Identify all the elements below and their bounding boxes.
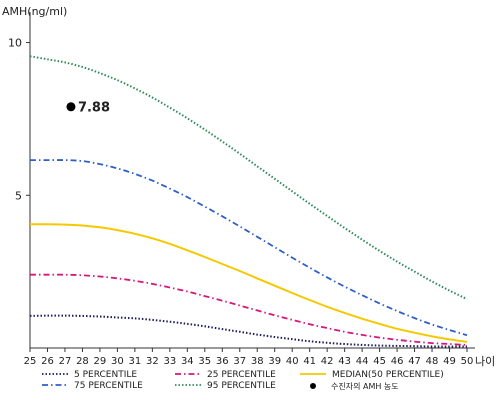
x-tick-label: 47 [408, 356, 421, 367]
x-tick-label: 38 [251, 356, 264, 367]
x-tick-label: 28 [76, 356, 89, 367]
legend-label: 75 PERCENTILE [74, 381, 143, 391]
x-tick-label: 31 [129, 356, 142, 367]
x-tick-label: 42 [321, 356, 334, 367]
legend-point-label: 수진자의 AMH 농도 [331, 381, 399, 391]
x-tick-label: 44 [356, 356, 369, 367]
x-tick-label: 34 [181, 356, 194, 367]
x-tick-label: 30 [111, 356, 124, 367]
x-tick-label: 39 [268, 356, 281, 367]
y-tick-label: 10 [8, 37, 22, 50]
x-axis-label: 나이 [475, 355, 495, 368]
series-line-95-percentile [29, 55, 468, 301]
x-tick-label: 33 [163, 356, 176, 367]
x-tick-label: 41 [303, 356, 316, 367]
series-line-median-50-percentile- [29, 223, 468, 343]
legend-label: 95 PERCENTILE [207, 381, 276, 391]
x-tick-label: 27 [59, 356, 72, 367]
x-tick-label: 40 [286, 356, 299, 367]
x-tick-label: 49 [443, 356, 456, 367]
series-line-5-percentile [29, 314, 467, 348]
patient-amh-value-label: 7.88 [78, 100, 110, 115]
y-axis-label: AMH(ng/ml) [2, 5, 67, 18]
legend: 5 PERCENTILE 25 PERCENTILE MEDIAN(50 PERCE… [42, 370, 444, 391]
x-tick-label: 48 [426, 356, 439, 367]
x-tick-label: 45 [373, 356, 386, 367]
x-tick-label: 46 [391, 356, 404, 367]
series-line-25-percentile [30, 273, 468, 346]
x-tick-label: 36 [216, 356, 229, 367]
patient-point-layer: 7.88 [66, 100, 110, 115]
series-line-75-percentile [29, 159, 468, 337]
patient-amh-point [66, 102, 76, 112]
x-tick-label: 32 [146, 356, 159, 367]
axes: 5 10 AMH(ng/ml) 25 26 27 28 29 30 31 32 33 34 35 36 37 3… [2, 5, 495, 368]
y-tick-label: 5 [15, 189, 22, 202]
legend-label: 5 PERCENTILE [74, 370, 137, 380]
x-tick-label: 35 [198, 356, 211, 367]
legend-point-marker [310, 383, 316, 389]
x-tick-label: 26 [41, 356, 54, 367]
x-tick-label: 50 [461, 356, 474, 367]
x-tick-label: 25 [24, 356, 37, 367]
legend-label: 25 PERCENTILE [207, 370, 276, 380]
legend-label: MEDIAN(50 PERCENTILE) [332, 370, 444, 380]
x-tick-label: 37 [233, 356, 246, 367]
x-tick-label: 43 [338, 356, 351, 367]
series-layer [29, 55, 468, 348]
x-tick-label: 29 [94, 356, 107, 367]
